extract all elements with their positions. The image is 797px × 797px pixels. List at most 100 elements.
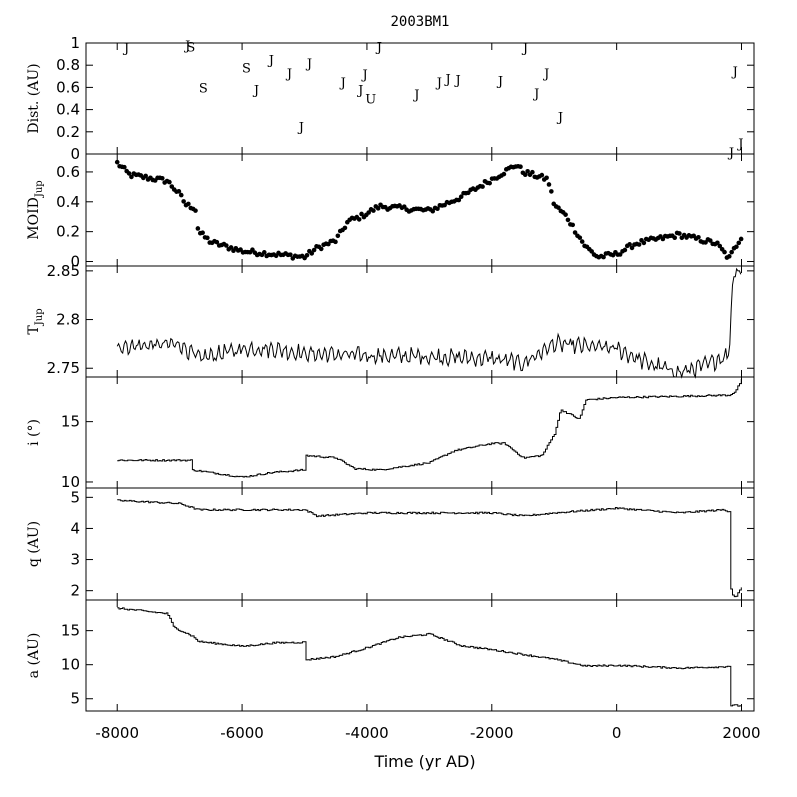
moid-point <box>359 211 364 217</box>
moid-point <box>556 205 561 210</box>
y-tick-label: 4 <box>70 519 80 537</box>
moid-point <box>342 225 348 231</box>
encounter-marker-S: S <box>186 40 195 55</box>
x-tick-label: -8000 <box>95 724 139 742</box>
moid-point <box>143 173 148 179</box>
encounter-marker-J: J <box>122 41 129 56</box>
encounter-marker-J: J <box>736 137 743 152</box>
moid-point <box>672 235 678 241</box>
moid-point <box>480 184 485 189</box>
moid-point <box>729 249 734 255</box>
moid-point <box>589 249 594 254</box>
encounter-marker-J: J <box>435 76 442 91</box>
chart-title: 2003BM1 <box>390 14 449 30</box>
y-tick-label: 0.2 <box>56 123 80 141</box>
moid-point <box>546 182 552 187</box>
moid-point <box>181 199 186 204</box>
y-tick-label: 0 <box>70 253 80 271</box>
moid-point <box>288 252 293 257</box>
y-tick-label: 0.6 <box>56 163 80 181</box>
y-axis-label: i (°) <box>26 419 42 446</box>
moid-point <box>549 189 554 194</box>
panel-frame <box>85 599 755 712</box>
moid-point <box>309 251 315 256</box>
encounter-marker-J: J <box>727 146 734 161</box>
panel-moid: 0 0.2 0.4 0.6 MOIDJup <box>26 153 755 271</box>
series-line-q <box>117 499 742 598</box>
encounter-marker-J: J <box>252 84 259 99</box>
x-tick-label: -4000 <box>345 724 389 742</box>
moid-point <box>458 194 464 200</box>
moid-point <box>617 252 623 257</box>
moid-point <box>726 254 732 259</box>
y-tick-label: 0.4 <box>56 101 80 119</box>
moid-point <box>636 242 642 247</box>
moid-point <box>627 242 632 247</box>
y-tick-label: 1 <box>70 34 80 52</box>
moid-point <box>738 236 744 242</box>
encounter-marker-J: J <box>731 65 738 80</box>
moid-point <box>530 169 535 175</box>
moid-point <box>159 176 165 181</box>
encounter-marker-U: U <box>365 93 376 108</box>
moid-point <box>563 212 568 217</box>
series-line-incl <box>117 379 742 478</box>
moid-point <box>487 180 492 186</box>
y-tick-label: 2.8 <box>56 311 80 329</box>
moid-point <box>622 247 628 253</box>
x-tick-label: -2000 <box>470 724 514 742</box>
y-tick-label: 2.85 <box>47 262 80 280</box>
moid-point <box>228 245 234 250</box>
encounter-marker-J: J <box>542 67 549 82</box>
moid-point <box>629 245 635 251</box>
encounter-marker-J: J <box>285 67 292 82</box>
x-tick-label: 0 <box>612 724 622 742</box>
moid-point <box>261 250 267 255</box>
panel-frame <box>85 376 755 489</box>
encounter-marker-J: J <box>360 68 367 83</box>
y-tick-label: 15 <box>61 622 80 640</box>
x-axis: -8000 -6000 -4000 -2000 0 2000 <box>95 724 760 742</box>
moid-point <box>375 206 381 211</box>
moid-point <box>126 171 132 176</box>
y-axis-label: MOIDJup <box>26 180 45 239</box>
series-line-a <box>117 607 742 707</box>
encounter-marker-J: J <box>305 57 312 72</box>
moid-point <box>401 204 407 209</box>
moid-point <box>717 243 723 249</box>
encounter-marker-J: J <box>496 75 503 90</box>
y-tick-label: 3 <box>70 551 80 569</box>
y-axis-label: q (AU) <box>26 521 42 567</box>
moid-point <box>736 240 742 246</box>
panel-frame <box>85 487 755 601</box>
series-line-tjup <box>116 267 742 379</box>
moid-point <box>707 238 713 243</box>
encounter-marker-J: J <box>375 40 382 55</box>
encounter-marker-J: J <box>412 88 419 103</box>
y-tick-label: 10 <box>61 656 80 674</box>
encounter-marker-J: J <box>339 76 346 91</box>
moid-point <box>518 164 523 170</box>
panel-a: 5 10 15 a (AU) <box>26 599 755 712</box>
moid-point <box>186 201 191 207</box>
moid-point <box>304 253 310 258</box>
encounter-marker-J: J <box>267 54 274 69</box>
moid-point <box>734 244 739 250</box>
moid-point <box>435 206 440 212</box>
y-tick-label: 0.2 <box>56 223 80 241</box>
moid-point <box>195 226 201 231</box>
y-tick-label: 0.8 <box>56 56 80 74</box>
moid-point <box>193 208 198 213</box>
moid-point <box>224 243 229 248</box>
moid-point <box>696 234 701 240</box>
moid-point <box>430 208 436 214</box>
panel-q: 2 3 4 5 q (AU) <box>26 487 755 601</box>
y-tick-label: 15 <box>61 413 80 431</box>
moid-point <box>577 235 583 240</box>
moid-point <box>371 208 376 213</box>
y-tick-label: 2 <box>70 582 80 600</box>
moid-point <box>122 164 127 170</box>
